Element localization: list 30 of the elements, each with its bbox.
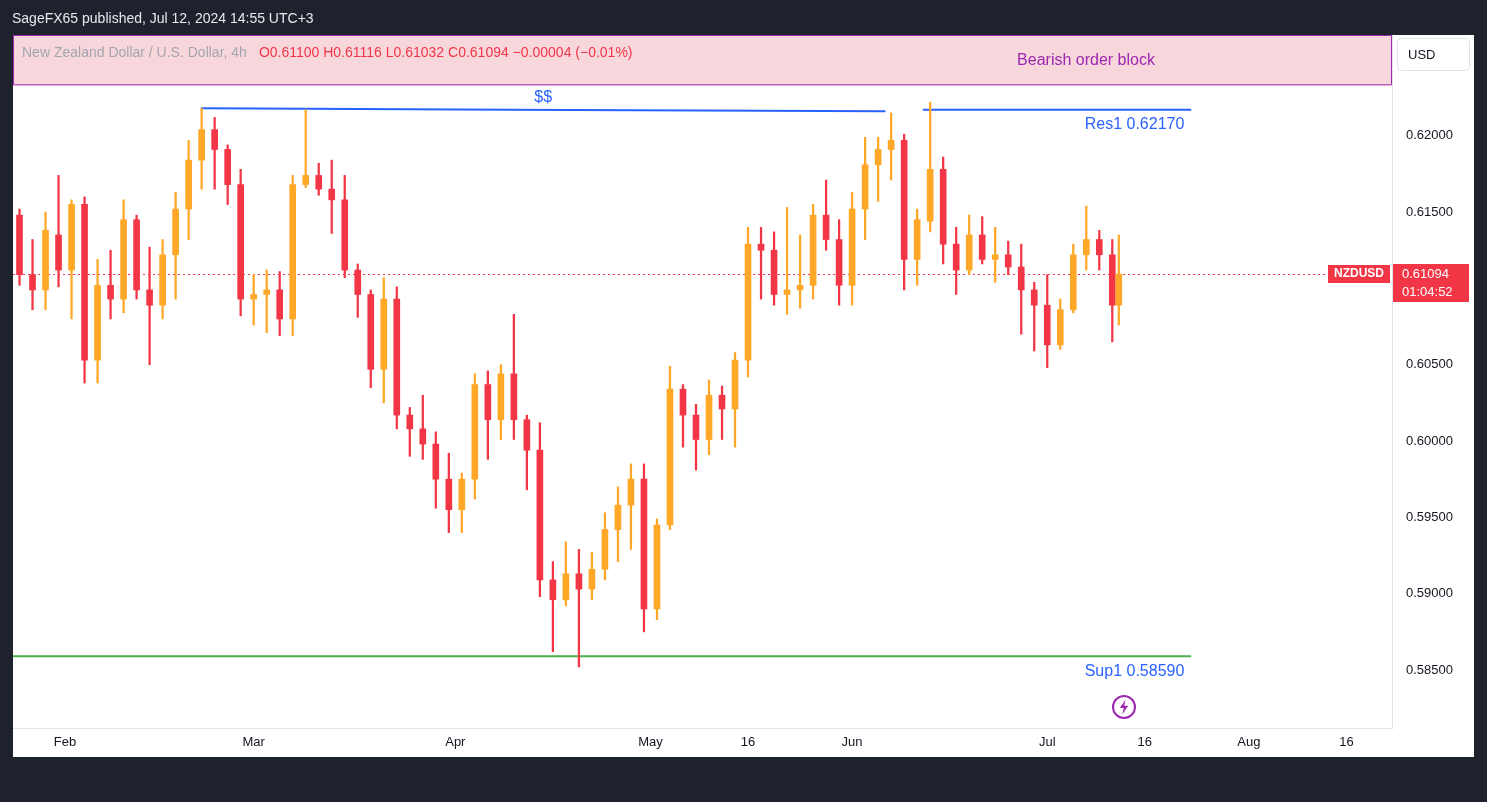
text: New Zealand Dollar / U.S. Dollar, 4h [22,43,247,60]
x-tick-label: May [638,734,664,750]
candlestick [146,246,153,366]
series-label: Res1 0.62170 [1084,115,1185,133]
y-tick-label: 0.59500 [1406,508,1453,524]
ref-line-label: NZDUSD [1334,266,1385,281]
band-label: Bearish order block [1017,50,1156,68]
y-tick-label: 0.59000 [1406,585,1453,601]
x-tick-label: Aug [1237,734,1261,750]
y-tick-label: 0.60000 [1406,432,1453,448]
text: SageFX65 published, Jul 12, 2024 14:55 UTC+3 [12,9,314,26]
y-tick-label: 0.58500 [1406,661,1453,677]
candlestick [55,175,62,288]
series-label: Sup1 0.58590 [1084,661,1185,679]
x-tick-label: 16 [1137,734,1153,750]
y-tick-label: 0.61500 [1406,203,1453,219]
text: O0.61100 H0.61116 L0.61032 C0.61094 −0.00004 (−0.01%) [258,43,633,60]
x-tick-label: 16 [1339,734,1354,750]
text: 01:04:52 [1402,283,1453,299]
y-tick-label: 0.60500 [1406,356,1453,372]
x-tick-label: Mar [242,734,266,750]
text: 0.61094 [1402,265,1449,281]
series-label: $$ [534,88,553,106]
x-tick-label: Jul [1038,734,1056,750]
y-tick-label: 0.62000 [1406,127,1453,143]
x-tick-label: Apr [445,734,467,750]
x-tick-label: Feb [53,734,77,750]
y-axis-title: USD [1408,46,1436,62]
x-tick-label: Jun [841,734,863,750]
x-tick-label: 16 [740,734,756,750]
